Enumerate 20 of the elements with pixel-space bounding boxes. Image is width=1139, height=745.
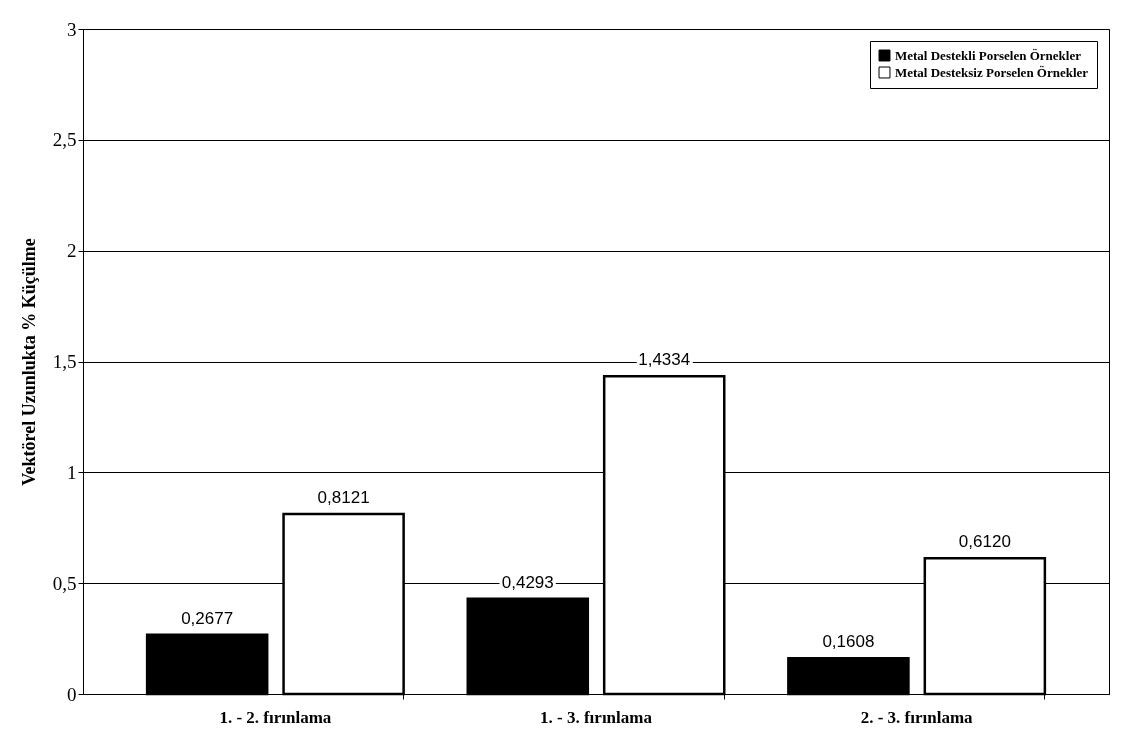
y-tick-label: 1,5 bbox=[52, 351, 77, 372]
y-tick-label: 3 bbox=[67, 18, 77, 40]
x-tick-label: 1. - 2. fırınlama bbox=[219, 707, 332, 727]
y-tick-label: 0 bbox=[67, 683, 77, 705]
data-label: 0,1608 bbox=[822, 632, 875, 652]
y-tick-label: 1 bbox=[67, 461, 77, 483]
x-tick-label: 2. - 3. fırınlama bbox=[860, 707, 974, 727]
legend-label: Metal Desteksiz Porselen Örnekler bbox=[895, 64, 1089, 80]
bar bbox=[145, 633, 269, 696]
y-axis-title: Vektörel Uzunlukta % Küçülme bbox=[18, 238, 39, 486]
bar bbox=[787, 657, 910, 696]
data-label: 0,8121 bbox=[317, 487, 370, 507]
bar bbox=[466, 597, 590, 696]
x-tick-label: 1. - 3. fırınlama bbox=[540, 707, 653, 727]
y-tick-label: 2,5 bbox=[52, 129, 77, 151]
y-tick-label: 0,5 bbox=[52, 572, 77, 594]
y-tick-label: 2 bbox=[67, 240, 77, 262]
data-label: 0,2677 bbox=[181, 608, 234, 628]
legend-label: Metal Destekli Porselen Örnekler bbox=[895, 47, 1082, 63]
data-label: 0,6120 bbox=[958, 532, 1011, 552]
